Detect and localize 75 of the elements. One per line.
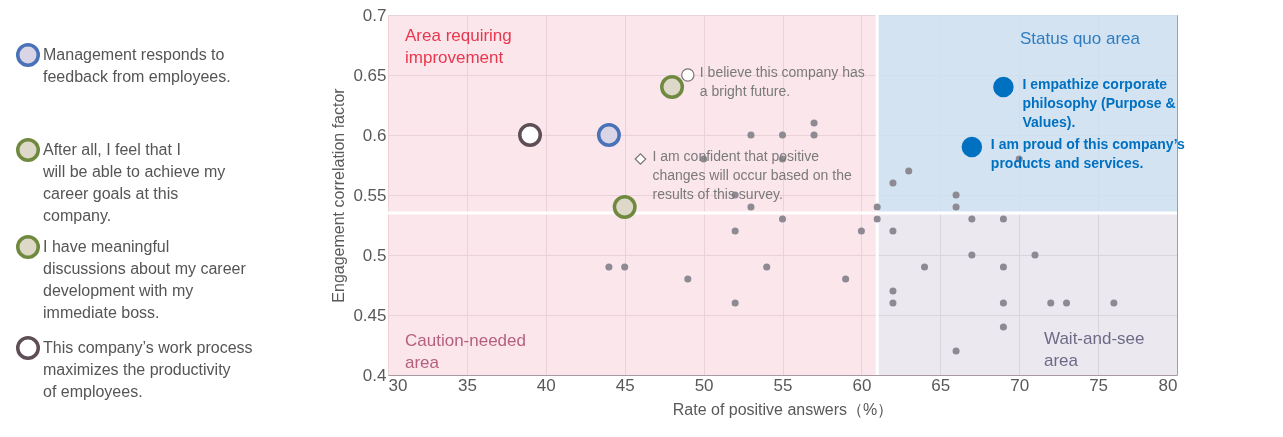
annotation: Caution-needed area [405, 331, 526, 372]
x-tick-label: 40 [536, 375, 556, 395]
y-tick-label: 0.7 [362, 5, 387, 25]
legend-label: After all, I feel that I will be able to achieve my career goals at this company. [42, 141, 226, 224]
point [889, 179, 897, 187]
point [810, 131, 818, 139]
point [873, 203, 881, 211]
point [961, 136, 983, 158]
point [952, 191, 960, 199]
point [747, 203, 755, 211]
x-tick-label: 30 [388, 375, 408, 395]
point [889, 287, 897, 295]
point [778, 215, 787, 223]
point [857, 227, 865, 235]
point [999, 263, 1007, 271]
annotation: I believe this company has a bright future. [699, 64, 865, 99]
point [605, 263, 613, 271]
x-axis-title: Rate of positive answers（%） [672, 400, 894, 418]
y-tick-label: 0.5 [362, 245, 387, 265]
point [999, 299, 1007, 307]
point [731, 299, 739, 307]
point [634, 153, 647, 165]
x-tick-label: 75 [1089, 375, 1109, 395]
annotation: Wait-and-see area [1044, 329, 1145, 370]
point [999, 323, 1007, 331]
x-tick-label: 65 [931, 375, 951, 395]
point [1047, 299, 1055, 307]
point [1110, 299, 1118, 307]
point [660, 75, 685, 99]
point [1031, 251, 1039, 259]
point [1063, 299, 1071, 307]
point [810, 119, 818, 127]
point [999, 215, 1007, 223]
point [889, 227, 897, 235]
point [747, 131, 755, 139]
point [920, 263, 929, 271]
y-tick-label: 0.4 [362, 365, 387, 385]
y-tick-label: 0.45 [353, 305, 387, 325]
point [518, 123, 543, 147]
annotation: Status quo area [1020, 29, 1141, 48]
point [873, 215, 881, 223]
x-tick-label: 35 [457, 375, 477, 395]
annotation: I am confident that positive changes will occur based on the results of this survey. [652, 148, 852, 202]
point [968, 215, 976, 223]
point [612, 195, 637, 219]
x-tick-label: 55 [773, 375, 793, 395]
x-tick-label: 70 [1010, 375, 1030, 395]
point [778, 131, 787, 139]
point [684, 275, 692, 283]
y-axis-title: Engagement correlation factor [330, 87, 348, 303]
point [889, 299, 897, 307]
legend-label: This company’s work process maximizes the productivity of employees. [43, 339, 253, 400]
annotation: I empathize corporate philosophy (Purpose & Values). [1022, 76, 1176, 130]
point [596, 123, 621, 147]
annotation: Area requiring improvement [405, 26, 512, 67]
point [763, 263, 771, 271]
point [731, 227, 739, 235]
y-tick-label: 0.55 [353, 185, 387, 205]
y-tick-label: 0.65 [353, 65, 387, 85]
point [952, 347, 960, 355]
point [993, 76, 1014, 98]
point [842, 275, 850, 283]
x-tick-label: 80 [1158, 375, 1178, 395]
point [905, 167, 913, 175]
x-tick-label: 60 [852, 375, 872, 395]
x-tick-label: 50 [694, 375, 714, 395]
annotation: I am proud of this company’s products and services. [990, 136, 1186, 171]
point [952, 203, 960, 211]
point [621, 263, 629, 271]
point [681, 68, 695, 82]
legend-label: Management responds to feedback from employees. [43, 46, 231, 85]
point [968, 251, 976, 259]
y-tick-label: 0.6 [362, 125, 387, 145]
x-tick-label: 45 [615, 375, 635, 395]
legend-label: I have meaningful discussions about my career development with my immediate boss. [43, 238, 247, 321]
